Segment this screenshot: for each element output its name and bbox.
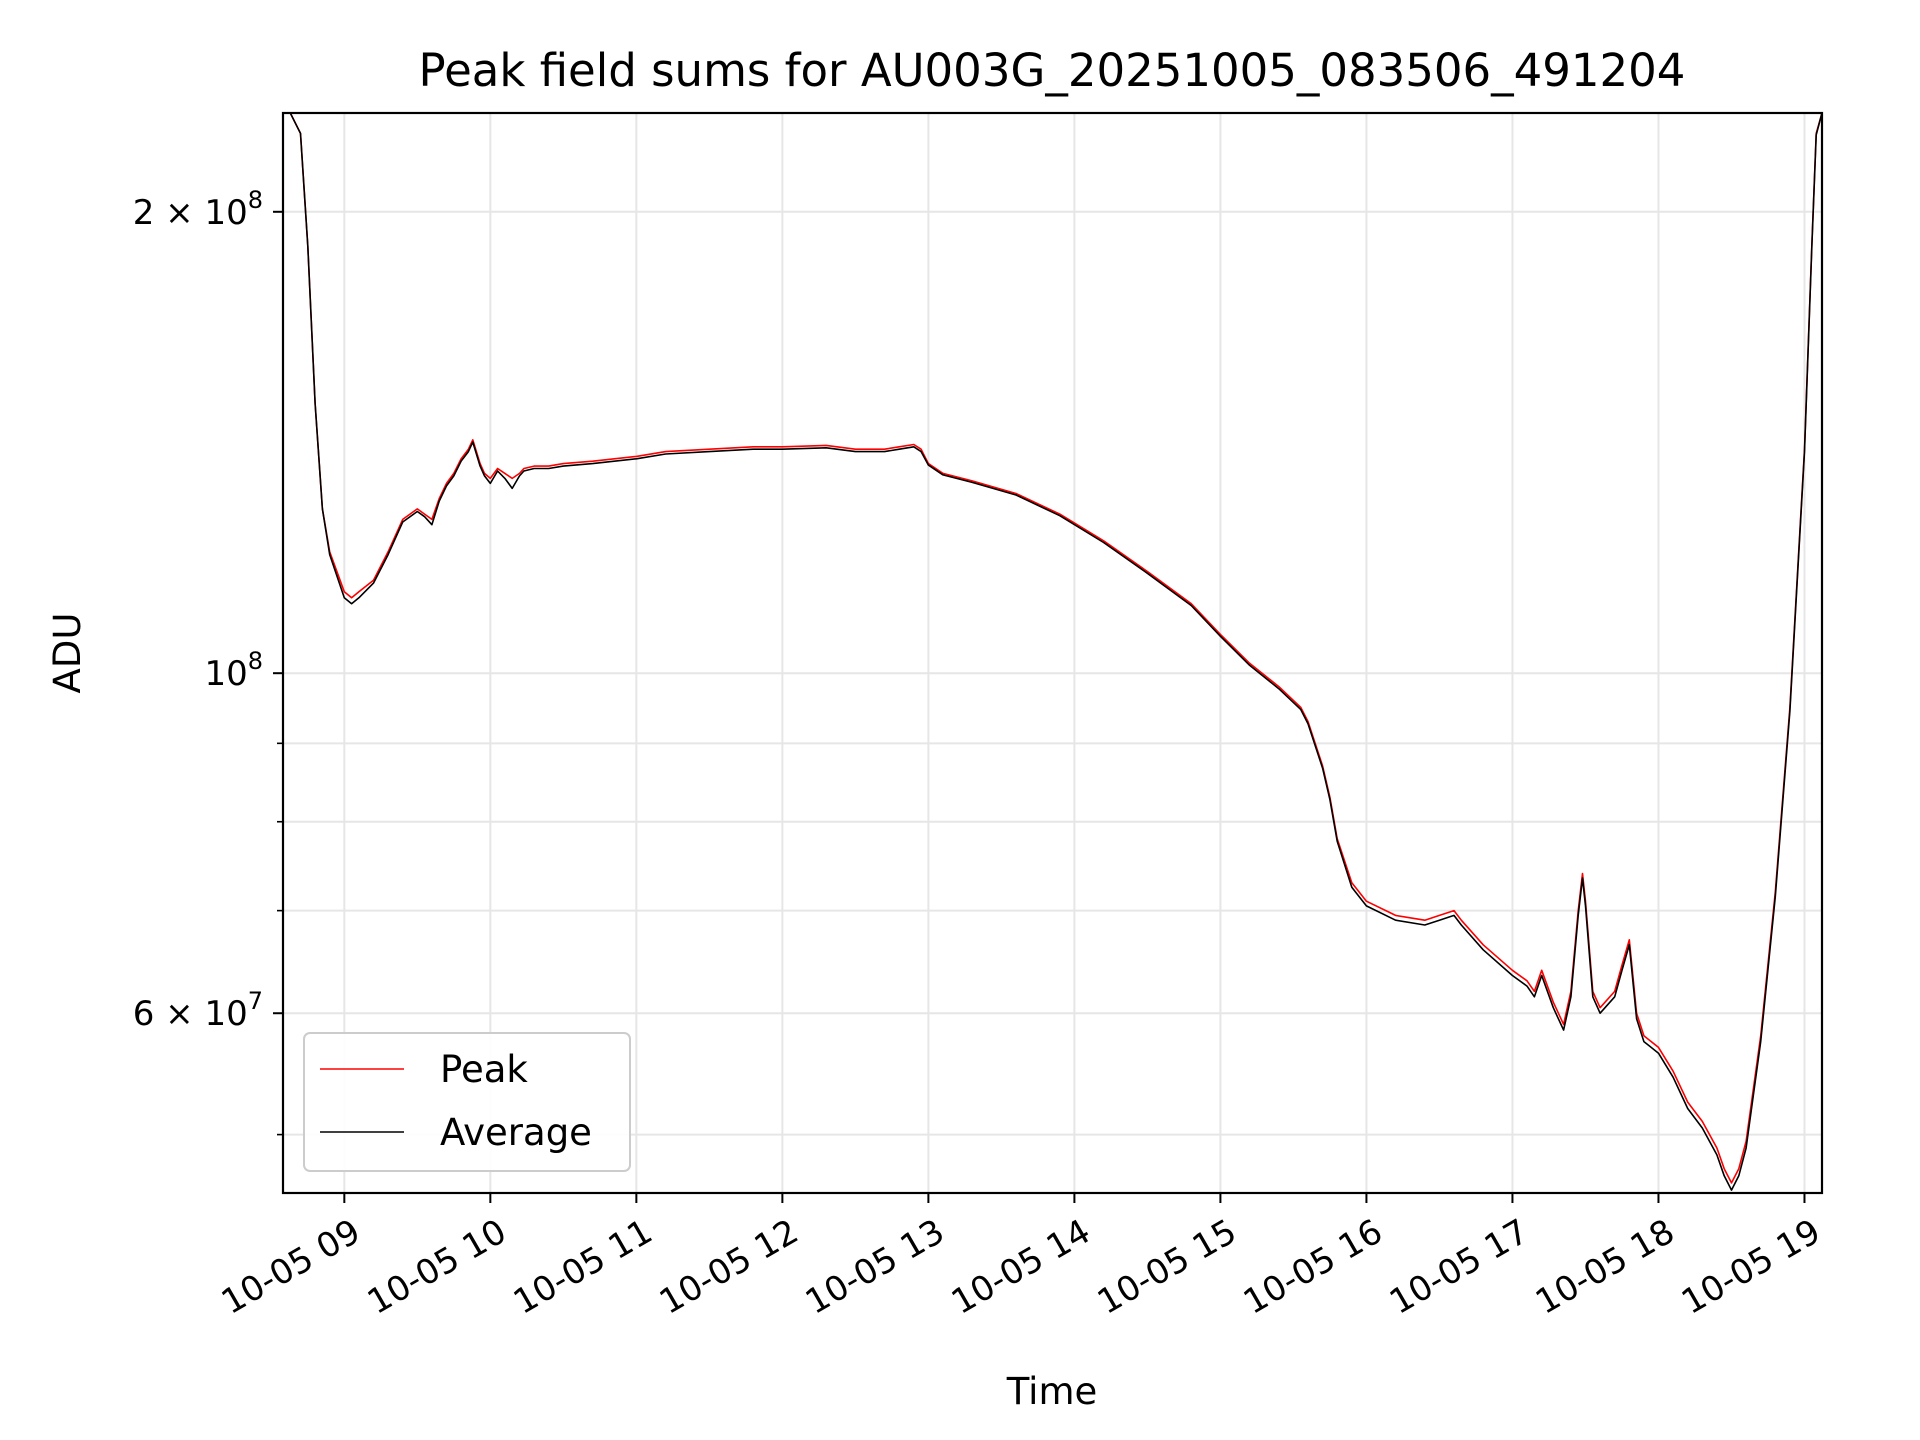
y-tick-label: 6 × 107 bbox=[133, 987, 263, 1034]
y-tick-mantissa: 10 bbox=[204, 654, 247, 694]
series-line-average bbox=[289, 112, 1823, 1191]
plot-series bbox=[289, 112, 1823, 1191]
plot-frame bbox=[281, 111, 1824, 1195]
y-tick-mantissa: 6 × 10 bbox=[133, 994, 248, 1034]
legend-box bbox=[303, 1032, 631, 1172]
y-tick-label: 108 bbox=[204, 647, 263, 694]
legend: Peak Average bbox=[303, 1032, 631, 1172]
y-tick-exponent: 7 bbox=[248, 987, 263, 1015]
series-line-peak bbox=[289, 112, 1823, 1184]
legend-label-peak: Peak bbox=[440, 1048, 528, 1091]
y-axis-label: ADU bbox=[46, 613, 89, 694]
y-tick-label: 2 × 108 bbox=[133, 186, 263, 233]
y-tick-exponent: 8 bbox=[248, 647, 263, 675]
chart-title: Peak field sums for AU003G_20251005_0835… bbox=[419, 44, 1686, 97]
y-tick-mantissa: 2 × 10 bbox=[133, 193, 248, 233]
y-tick-exponent: 8 bbox=[248, 186, 263, 214]
x-axis-label: Time bbox=[1006, 1370, 1098, 1413]
legend-label-average: Average bbox=[440, 1111, 592, 1154]
